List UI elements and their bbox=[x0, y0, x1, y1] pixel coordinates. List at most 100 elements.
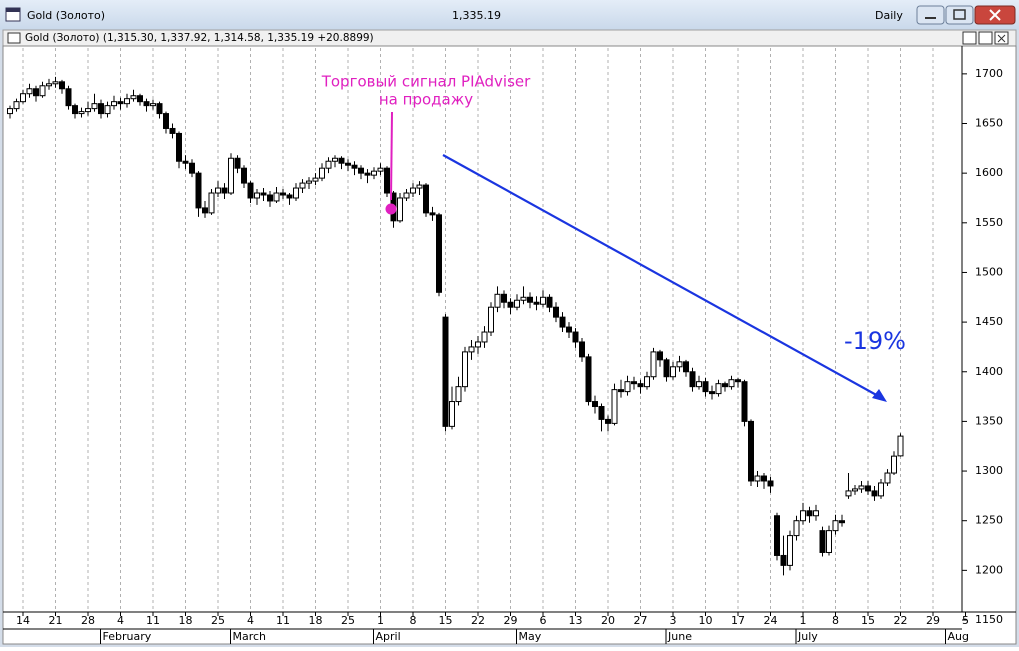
x-tick-label: 5 bbox=[962, 614, 969, 627]
candle-body bbox=[709, 391, 715, 395]
y-tick-label: 1150 bbox=[975, 613, 1003, 626]
chart-max-button[interactable] bbox=[978, 31, 993, 45]
candle-body bbox=[13, 101, 20, 110]
candle-body bbox=[98, 103, 104, 115]
candle-body bbox=[839, 520, 845, 524]
candle-body bbox=[202, 207, 208, 214]
candle-body bbox=[163, 113, 169, 129]
annotation: -19% bbox=[844, 327, 906, 355]
candle-body bbox=[358, 167, 364, 174]
candle-body bbox=[429, 212, 436, 216]
candle-body bbox=[611, 389, 618, 424]
candle-body bbox=[852, 488, 858, 492]
x-tick-label: 18 bbox=[179, 614, 193, 627]
candle-body bbox=[416, 184, 423, 189]
x-tick-label: 24 bbox=[764, 614, 778, 627]
candle-body bbox=[111, 101, 117, 107]
candle-body bbox=[325, 160, 332, 169]
x-tick-label: 18 bbox=[309, 614, 323, 627]
candle-body bbox=[494, 293, 501, 308]
candle-body bbox=[156, 103, 163, 115]
y-tick-label: 1450 bbox=[975, 315, 1003, 328]
candle-body bbox=[442, 316, 449, 427]
candle-body bbox=[7, 108, 13, 115]
candle-body bbox=[332, 157, 338, 162]
candle-body bbox=[293, 187, 299, 199]
candle-body bbox=[676, 361, 683, 368]
candle-body bbox=[20, 93, 26, 103]
y-tick-label: 1350 bbox=[975, 414, 1003, 427]
x-tick-label: 8 bbox=[410, 614, 417, 627]
candle-body bbox=[384, 167, 390, 194]
trend-arrowhead bbox=[872, 389, 887, 402]
month-label: March bbox=[233, 630, 267, 643]
candle-body bbox=[780, 554, 787, 566]
candle-body bbox=[234, 157, 241, 169]
candle-body bbox=[306, 180, 312, 184]
candle-body bbox=[728, 379, 735, 388]
minimize-button[interactable] bbox=[916, 5, 945, 25]
candle-body bbox=[436, 214, 442, 293]
x-tick-label: 6 bbox=[540, 614, 547, 627]
x-tick-label: 21 bbox=[49, 614, 63, 627]
x-tick-label: 29 bbox=[504, 614, 518, 627]
annotation: Торговый сигнал PIAdviser bbox=[321, 73, 531, 91]
candle-body bbox=[254, 192, 260, 199]
x-tick-label: 15 bbox=[439, 614, 453, 627]
candle-body bbox=[423, 184, 429, 214]
x-tick-label: 10 bbox=[699, 614, 713, 627]
candle-body bbox=[566, 326, 572, 333]
candle-body bbox=[559, 316, 566, 328]
candle-body bbox=[182, 160, 189, 164]
annotation: на продажу bbox=[379, 91, 473, 109]
month-label: February bbox=[103, 630, 152, 643]
candle-body bbox=[46, 83, 52, 87]
candle-body bbox=[735, 379, 741, 383]
candle-body bbox=[72, 105, 78, 115]
candle-body bbox=[631, 381, 637, 385]
x-tick-label: 29 bbox=[926, 614, 940, 627]
candle-body bbox=[475, 341, 481, 348]
candle-body bbox=[143, 101, 150, 107]
candle-body bbox=[468, 346, 475, 353]
x-tick-label: 27 bbox=[634, 614, 648, 627]
candle-body bbox=[741, 381, 748, 422]
candle-body bbox=[715, 383, 722, 395]
x-tick-label: 22 bbox=[471, 614, 485, 627]
candle-body bbox=[767, 480, 774, 487]
candle-body bbox=[247, 182, 254, 199]
x-tick-label: 1 bbox=[800, 614, 807, 627]
y-tick-label: 1400 bbox=[975, 365, 1003, 378]
candle-body bbox=[871, 490, 878, 497]
candle-body bbox=[195, 172, 202, 209]
restore-button[interactable] bbox=[945, 5, 974, 25]
candle-body bbox=[117, 101, 124, 105]
candle-body bbox=[663, 359, 670, 378]
candle-body bbox=[286, 194, 293, 199]
candle-body bbox=[657, 351, 663, 361]
candle-body bbox=[59, 81, 65, 90]
candle-body bbox=[403, 192, 410, 199]
x-tick-label: 4 bbox=[247, 614, 254, 627]
x-tick-label: 1 bbox=[377, 614, 384, 627]
month-label: April bbox=[376, 630, 401, 643]
candle-body bbox=[312, 177, 319, 182]
candle-body bbox=[449, 401, 455, 427]
chart-min-button[interactable] bbox=[962, 31, 977, 45]
candle-body bbox=[553, 306, 559, 318]
candle-body bbox=[878, 482, 884, 497]
candle-body bbox=[507, 301, 514, 308]
candle-body bbox=[501, 293, 507, 303]
x-tick-label: 15 bbox=[861, 614, 875, 627]
y-tick-label: 1500 bbox=[975, 265, 1003, 278]
y-tick-label: 1200 bbox=[975, 563, 1003, 576]
x-tick-label: 11 bbox=[146, 614, 160, 627]
candle-body bbox=[670, 366, 676, 378]
chart-header-text: Gold (Золото) (1,315.30, 1,337.92, 1,314… bbox=[25, 32, 374, 44]
candle-body bbox=[299, 182, 306, 189]
candle-body bbox=[683, 361, 689, 373]
candle-body bbox=[813, 510, 819, 517]
candle-body bbox=[124, 98, 130, 105]
candle-body bbox=[130, 95, 137, 100]
candle-body bbox=[702, 381, 709, 393]
